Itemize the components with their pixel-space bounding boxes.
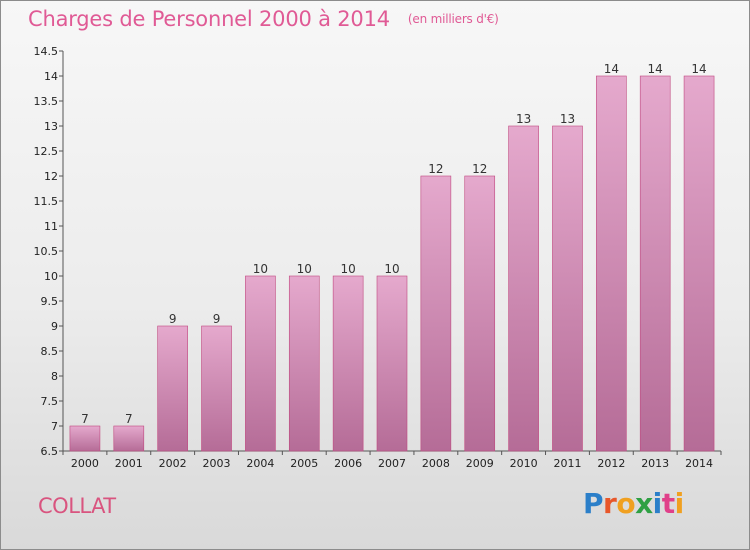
x-tick-label-2008: 2008: [422, 457, 450, 470]
value-label-2014: 14: [691, 62, 706, 76]
value-label-2007: 10: [384, 262, 399, 276]
y-tick-label: 6.5: [41, 445, 59, 458]
x-tick-label-2004: 2004: [246, 457, 274, 470]
y-tick-label: 14.5: [34, 45, 59, 58]
title-text: Charges de Personnel 2000 à 2014: [28, 7, 390, 31]
bar-2014: [683, 75, 715, 452]
y-tick-label: 11: [44, 220, 58, 233]
logo-letter: t: [661, 487, 675, 520]
value-label-2008: 12: [428, 162, 443, 176]
value-label-2005: 10: [297, 262, 312, 276]
y-tick-label: 13.5: [34, 95, 59, 108]
bar-2008: [420, 175, 452, 452]
logo-letter: r: [603, 487, 617, 520]
y-tick-label: 13: [44, 120, 58, 133]
value-label-2000: 7: [81, 412, 89, 426]
bar-2010: [508, 125, 539, 452]
y-tick-label: 9.5: [41, 295, 59, 308]
y-tick-label: 7.5: [41, 395, 59, 408]
value-label-2001: 7: [125, 412, 133, 426]
logo-letter: i: [652, 487, 663, 520]
y-tick-label: 7: [51, 420, 58, 433]
logo-letter: o: [616, 487, 636, 520]
y-tick-label: 11.5: [34, 195, 59, 208]
bar-2001: [113, 425, 145, 452]
logo-letter: x: [635, 487, 653, 520]
x-tick-label-2013: 2013: [641, 457, 669, 470]
x-tick-label-2002: 2002: [159, 457, 187, 470]
x-tick-label-2007: 2007: [378, 457, 406, 470]
y-tick-label: 9: [51, 320, 58, 333]
chart-subtitle: (en milliers d'€): [407, 12, 499, 26]
bar-2006: [332, 275, 364, 452]
bar-2007: [376, 275, 408, 452]
commune-name: COLLAT: [38, 494, 116, 518]
x-tick-label-2005: 2005: [290, 457, 318, 470]
chart-title: Charges de Personnel 2000 à 2014 (en mill…: [28, 7, 499, 31]
bar-2002: [157, 325, 188, 452]
bar-2012: [596, 75, 627, 452]
y-tick-label: 12.5: [34, 145, 59, 158]
x-tick-label-2000: 2000: [71, 457, 99, 470]
x-tick-label-2006: 2006: [334, 457, 362, 470]
x-tick-label-2012: 2012: [597, 457, 625, 470]
x-tick-label-2011: 2011: [553, 457, 581, 470]
logo-letter: i: [674, 487, 685, 520]
bar-2003: [201, 325, 232, 452]
value-label-2012: 14: [604, 62, 619, 76]
bar-2009: [464, 175, 496, 452]
value-label-2011: 13: [560, 112, 575, 126]
chart-axes: 6.5 7 7.5 8 8.5 9 9.5 10 10.5 11 11.5 12 12.5 13 13.5 1…: [34, 45, 722, 458]
bars-group: [69, 75, 715, 452]
value-label-2010: 13: [516, 112, 531, 126]
value-label-2006: 10: [340, 262, 355, 276]
x-tick-label-2001: 2001: [115, 457, 143, 470]
y-tick-label: 12: [44, 170, 58, 183]
y-tick-label: 8: [51, 370, 58, 383]
bar-2004: [245, 275, 276, 452]
y-tick-label: 10.5: [34, 245, 59, 258]
value-label-2004: 10: [253, 262, 268, 276]
x-tick-label-2014: 2014: [685, 457, 713, 470]
x-tick-label-2009: 2009: [466, 457, 494, 470]
bar-2000: [69, 425, 101, 452]
value-label-2013: 14: [648, 62, 663, 76]
x-tick-label-2010: 2010: [510, 457, 538, 470]
value-label-2009: 12: [472, 162, 487, 176]
proxiti-logo: Proxiti: [583, 487, 684, 520]
bar-2011: [552, 125, 583, 452]
bar-2013: [639, 75, 671, 452]
x-tick-label-2003: 2003: [203, 457, 231, 470]
y-tick-label: 8.5: [41, 345, 59, 358]
logo-letter: P: [583, 487, 604, 520]
y-tick-label: 10: [44, 270, 58, 283]
value-label-2003: 9: [213, 312, 221, 326]
y-tick-label: 14: [44, 70, 58, 83]
bar-2005: [288, 275, 320, 452]
labels-group: 7 2000 7 2001 9 2002 9 2003 10 2004 10 2005 10 2006 10…: [71, 62, 713, 470]
value-label-2002: 9: [169, 312, 177, 326]
